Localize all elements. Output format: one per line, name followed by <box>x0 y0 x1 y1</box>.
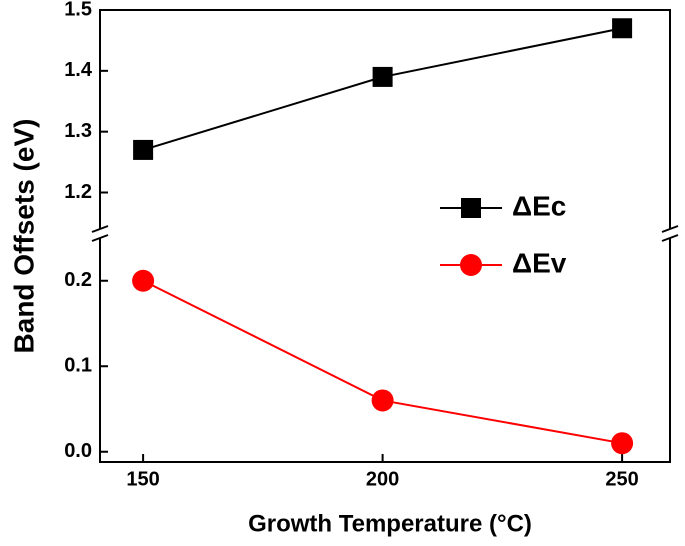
y-tick-label: 0.2 <box>64 269 92 291</box>
y-tick-label: 1.4 <box>64 59 93 81</box>
legend-label: ΔEv <box>512 247 567 278</box>
y-axis-label: Band Offsets (eV) <box>8 119 39 354</box>
y-tick-label: 0.1 <box>64 355 92 377</box>
x-axis-label: Growth Temperature (°C) <box>248 510 532 537</box>
axis-break <box>91 225 679 242</box>
data-point <box>612 18 633 39</box>
data-point <box>611 432 634 455</box>
y-tick-label: 1.5 <box>64 0 92 20</box>
y-tick-label: 0.0 <box>64 440 92 462</box>
legend-marker <box>460 254 482 276</box>
y-tick-label: 1.2 <box>64 181 92 203</box>
data-point <box>133 139 154 160</box>
y-tick-label: 1.3 <box>64 120 92 142</box>
x-tick-label: 250 <box>605 468 638 490</box>
axis-frame <box>99 9 671 463</box>
x-tick-label: 200 <box>366 468 399 490</box>
data-point <box>132 269 155 292</box>
legend-label: ΔEc <box>512 190 566 221</box>
x-tick-label: 150 <box>126 468 159 490</box>
series-line <box>142 279 623 445</box>
data-point <box>371 389 394 412</box>
series-line <box>142 27 623 151</box>
legend-marker <box>461 198 481 218</box>
data-point <box>372 66 393 87</box>
